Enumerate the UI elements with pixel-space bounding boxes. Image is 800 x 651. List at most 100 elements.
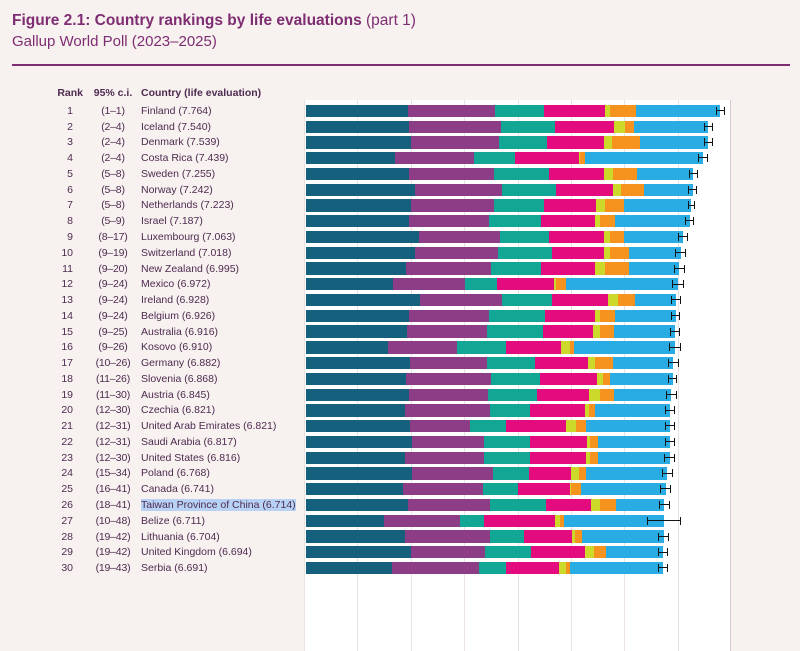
segment-teal_green xyxy=(484,451,530,464)
confidence-interval-whisker xyxy=(677,233,689,241)
stacked-bar xyxy=(306,278,733,291)
ci-range: (9–20) xyxy=(98,262,128,275)
segment-dark_teal xyxy=(306,167,409,181)
stacked-bar xyxy=(306,435,733,449)
ci-range: (5–8) xyxy=(101,167,125,180)
country-cell: Costa Rica (7.439) xyxy=(139,152,306,164)
ci-range: (9–24) xyxy=(98,309,128,322)
segment-magenta xyxy=(528,467,571,480)
ci-range: (18–41) xyxy=(95,499,131,512)
stacked-bar xyxy=(306,451,733,464)
table-row: 10 (9–19) Switzerland (7.018) xyxy=(12,245,790,261)
segment-light_blue xyxy=(595,404,670,417)
segment-teal_green xyxy=(487,325,544,338)
country-label: New Zealand (6.995) xyxy=(141,262,240,275)
segment-purple xyxy=(412,467,494,480)
figure-title: Figure 2.1: Country rankings by life eva… xyxy=(12,10,790,31)
segment-light_blue xyxy=(597,435,670,449)
country-label: Lithuania (6.704) xyxy=(141,530,220,543)
rank-value: 18 xyxy=(61,372,73,385)
country-label: Denmark (7.539) xyxy=(141,136,220,149)
table-row: 23 (12–30) United States (6.816) xyxy=(12,450,790,466)
confidence-interval-whisker xyxy=(698,154,708,163)
segment-dark_teal xyxy=(306,561,393,575)
segment-dark_teal xyxy=(306,104,409,118)
country-label: Israel (7.187) xyxy=(141,215,203,228)
segment-orange xyxy=(600,309,615,322)
ci-range: (10–48) xyxy=(95,514,131,527)
segment-dark_teal xyxy=(306,404,406,417)
segment-dark_teal xyxy=(306,309,409,322)
table-row: 22 (12–31) Saudi Arabia (6.817) xyxy=(12,434,790,450)
segment-purple xyxy=(415,246,499,259)
segment-orange xyxy=(602,372,610,386)
bar-cell xyxy=(306,514,733,527)
ci-range: (5–8) xyxy=(101,199,125,212)
rank-value: 17 xyxy=(61,357,73,370)
segment-purple xyxy=(409,167,495,181)
segment-purple xyxy=(412,435,485,449)
segment-teal_green xyxy=(499,136,548,149)
country-label: Slovenia (6.868) xyxy=(141,372,218,385)
ci-range: (8–17) xyxy=(98,231,128,243)
country-cell: Poland (6.768) xyxy=(139,467,306,479)
segment-orange xyxy=(612,136,640,149)
segment-teal_green xyxy=(489,309,546,322)
segment-purple xyxy=(411,546,486,559)
confidence-interval-whisker xyxy=(660,485,672,494)
segment-purple xyxy=(409,215,490,228)
segment-teal_green xyxy=(489,404,530,417)
stacked-bar xyxy=(306,372,733,386)
segment-light_blue xyxy=(564,514,665,527)
confidence-interval-whisker xyxy=(659,501,670,510)
country-label: Czechia (6.821) xyxy=(141,404,216,417)
segment-purple xyxy=(407,325,488,338)
segment-orange xyxy=(569,341,574,354)
ci-range: (2–4) xyxy=(101,136,125,149)
segment-yellow_green xyxy=(570,467,579,480)
segment-yellow_green xyxy=(579,152,581,165)
stacked-bar xyxy=(306,420,733,433)
rank-value: 4 xyxy=(67,152,73,165)
segment-yellow_green xyxy=(596,372,603,386)
segment-orange xyxy=(574,530,582,543)
bar-cell xyxy=(306,356,733,370)
confidence-interval-whisker xyxy=(658,532,670,541)
segment-yellow_green xyxy=(589,388,600,401)
country-cell: Australia (6.916) xyxy=(139,326,306,338)
rank-value: 22 xyxy=(61,435,73,448)
segment-orange xyxy=(589,404,596,417)
country-label: United Arab Emirates (6.821) xyxy=(141,420,277,433)
stacked-bar xyxy=(306,104,733,118)
table-row: 12 (9–24) Mexico (6.972) xyxy=(12,276,790,292)
segment-dark_teal xyxy=(306,136,412,149)
rank-value: 29 xyxy=(61,546,73,559)
stacked-bar xyxy=(306,293,733,307)
segment-light_blue xyxy=(586,420,670,433)
country-label: Kosovo (6.910) xyxy=(141,341,213,354)
segment-orange xyxy=(565,561,571,575)
country-label: Belgium (6.926) xyxy=(141,309,216,322)
rank-value: 24 xyxy=(61,467,73,480)
table-row: 28 (19–42) Lithuania (6.704) xyxy=(12,529,790,545)
rank-value: 3 xyxy=(67,136,73,149)
stacked-bar xyxy=(306,262,733,275)
segment-orange xyxy=(593,546,607,559)
segment-yellow_green xyxy=(554,278,556,291)
bar-cell xyxy=(306,183,733,196)
confidence-interval-whisker xyxy=(669,327,681,336)
table-row: 29 (19–42) United Kingdom (6.694) xyxy=(12,544,790,560)
segment-purple xyxy=(420,293,503,307)
country-cell: Belgium (6.926) xyxy=(139,310,306,322)
segment-dark_teal xyxy=(306,278,393,291)
confidence-interval-whisker xyxy=(664,453,676,462)
rank-value: 5 xyxy=(67,167,73,180)
ci-range: (2–4) xyxy=(101,152,125,165)
segment-light_blue xyxy=(614,325,676,338)
rank-value: 14 xyxy=(61,309,73,322)
segment-dark_teal xyxy=(306,120,409,133)
ci-range: (9–25) xyxy=(98,325,128,338)
segment-orange xyxy=(613,167,638,181)
ci-range: (12–30) xyxy=(95,404,131,417)
bar-cell xyxy=(306,483,733,496)
